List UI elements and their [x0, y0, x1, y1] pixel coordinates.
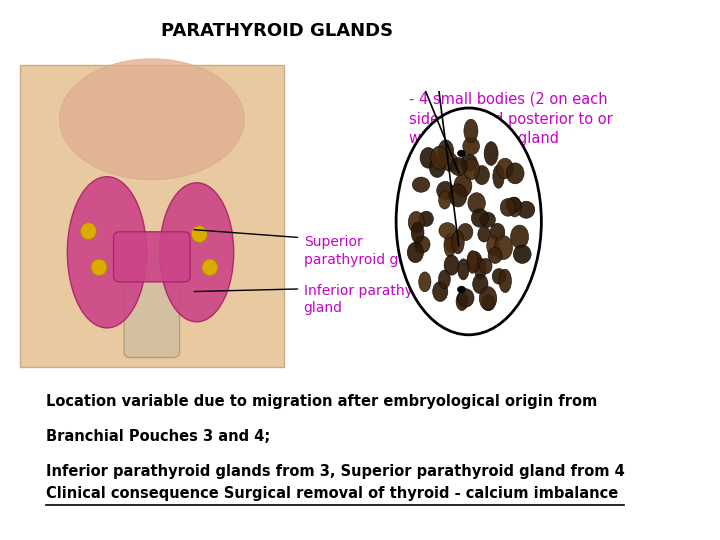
- Ellipse shape: [467, 251, 478, 273]
- FancyBboxPatch shape: [114, 232, 190, 282]
- Ellipse shape: [160, 183, 234, 322]
- Ellipse shape: [480, 287, 497, 310]
- Ellipse shape: [480, 212, 495, 227]
- Ellipse shape: [464, 119, 478, 143]
- FancyBboxPatch shape: [124, 256, 179, 357]
- Ellipse shape: [442, 153, 458, 171]
- Ellipse shape: [499, 269, 511, 293]
- Ellipse shape: [458, 224, 473, 241]
- Ellipse shape: [508, 197, 521, 217]
- Ellipse shape: [413, 177, 430, 192]
- Ellipse shape: [484, 141, 498, 165]
- Ellipse shape: [454, 174, 472, 197]
- Text: Superior
parathyroid gland: Superior parathyroid gland: [304, 235, 428, 267]
- Ellipse shape: [494, 235, 513, 260]
- Ellipse shape: [452, 231, 464, 254]
- Ellipse shape: [419, 211, 433, 226]
- Ellipse shape: [68, 177, 147, 328]
- Text: PARATHYROID GLANDS: PARATHYROID GLANDS: [161, 22, 393, 39]
- Ellipse shape: [497, 158, 513, 179]
- Ellipse shape: [457, 150, 465, 157]
- Ellipse shape: [438, 270, 451, 288]
- Ellipse shape: [431, 146, 449, 170]
- Ellipse shape: [438, 191, 451, 209]
- Ellipse shape: [192, 226, 207, 242]
- Ellipse shape: [492, 268, 506, 284]
- Ellipse shape: [487, 236, 499, 256]
- Ellipse shape: [500, 199, 516, 216]
- Ellipse shape: [474, 166, 490, 185]
- Ellipse shape: [449, 184, 467, 207]
- Ellipse shape: [482, 295, 495, 311]
- Ellipse shape: [506, 163, 524, 184]
- Text: Clinical consequence Surgical removal of thyroid - calcium imbalance: Clinical consequence Surgical removal of…: [46, 486, 618, 501]
- Ellipse shape: [518, 201, 535, 218]
- Ellipse shape: [458, 289, 474, 307]
- Ellipse shape: [463, 159, 480, 180]
- Text: Inferior parathyroid glands from 3, Superior parathyroid gland from 4: Inferior parathyroid glands from 3, Supe…: [46, 464, 625, 480]
- Ellipse shape: [91, 259, 107, 276]
- Ellipse shape: [480, 258, 492, 274]
- Ellipse shape: [438, 140, 454, 163]
- Text: Inferior parathyroid
gland: Inferior parathyroid gland: [304, 284, 439, 315]
- Ellipse shape: [478, 226, 490, 242]
- Ellipse shape: [492, 165, 504, 188]
- Ellipse shape: [81, 223, 96, 239]
- Ellipse shape: [445, 234, 459, 253]
- Ellipse shape: [458, 259, 469, 280]
- Ellipse shape: [472, 274, 488, 294]
- Ellipse shape: [472, 209, 488, 227]
- Ellipse shape: [419, 272, 431, 292]
- Ellipse shape: [60, 59, 244, 180]
- Ellipse shape: [461, 154, 477, 171]
- Ellipse shape: [408, 242, 423, 262]
- Ellipse shape: [396, 108, 541, 335]
- Ellipse shape: [436, 181, 454, 200]
- Text: - 4 small bodies (2 on each
side) located posterior to or
within Thyroid gland: - 4 small bodies (2 on each side) locate…: [409, 92, 613, 146]
- Ellipse shape: [463, 138, 480, 155]
- Ellipse shape: [510, 225, 528, 248]
- Ellipse shape: [506, 197, 521, 213]
- Ellipse shape: [444, 233, 456, 257]
- Ellipse shape: [429, 158, 445, 178]
- Ellipse shape: [457, 286, 465, 293]
- FancyBboxPatch shape: [20, 65, 284, 367]
- Ellipse shape: [456, 292, 468, 310]
- Ellipse shape: [474, 258, 486, 279]
- Ellipse shape: [414, 236, 430, 253]
- Ellipse shape: [468, 193, 485, 213]
- Ellipse shape: [408, 211, 424, 233]
- Ellipse shape: [488, 247, 502, 264]
- Text: Branchial Pouches 3 and 4;: Branchial Pouches 3 and 4;: [46, 429, 271, 444]
- Ellipse shape: [439, 222, 456, 239]
- Ellipse shape: [450, 158, 467, 176]
- Ellipse shape: [202, 259, 218, 276]
- Ellipse shape: [411, 222, 424, 243]
- Text: Location variable due to migration after embryological origin from: Location variable due to migration after…: [46, 394, 598, 409]
- Ellipse shape: [420, 147, 436, 168]
- Ellipse shape: [433, 281, 448, 301]
- Ellipse shape: [444, 255, 459, 275]
- Ellipse shape: [490, 223, 505, 241]
- Ellipse shape: [467, 251, 482, 272]
- Ellipse shape: [513, 245, 531, 264]
